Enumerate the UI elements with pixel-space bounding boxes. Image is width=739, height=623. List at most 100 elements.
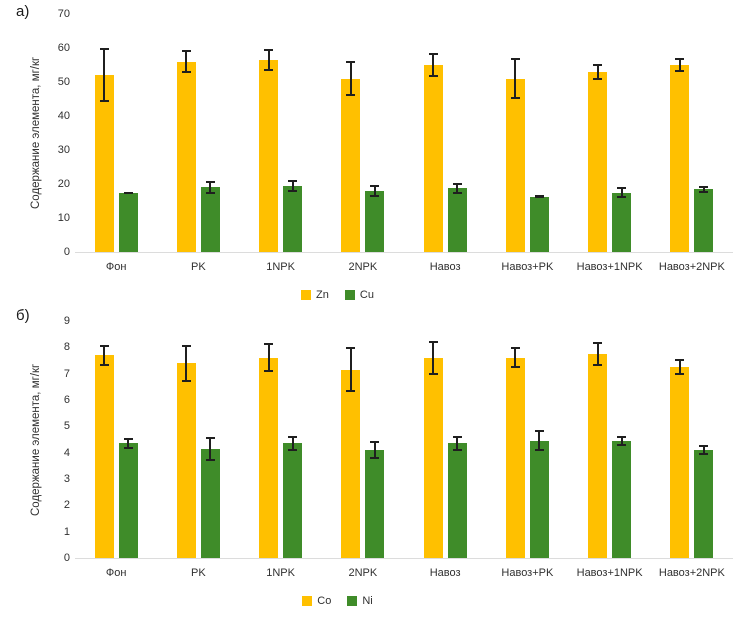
error-bar-cap-bottom <box>264 69 274 72</box>
error-bar-cap-top <box>181 344 191 347</box>
error-bar-cap-top <box>675 57 685 60</box>
y-tick-label: 20 <box>57 178 70 190</box>
y-tick-label: 7 <box>63 367 70 380</box>
bar-ni <box>283 443 303 558</box>
y-tick-label: 0 <box>63 552 70 564</box>
y-tick-label: 8 <box>63 341 70 354</box>
error-bar-cap-top <box>510 58 520 61</box>
bar-zn <box>341 78 361 252</box>
x-tick-label: 1NPK <box>266 261 295 273</box>
bar-ni <box>612 440 632 558</box>
error-bar-cap-bottom <box>205 192 215 195</box>
error-bar-cap-top <box>99 344 109 347</box>
x-tick-label: PK <box>191 567 206 579</box>
bar-group <box>94 321 138 558</box>
legend-swatch <box>347 596 358 606</box>
bar-slot <box>341 321 361 558</box>
error-bar <box>456 182 459 194</box>
bar-ni <box>694 450 714 558</box>
error-bar-cap-bottom <box>123 192 133 195</box>
error-bar <box>103 48 106 103</box>
legend-item: Zn <box>301 289 329 301</box>
error-bar-cap-top <box>99 48 109 50</box>
bar-co <box>259 357 279 558</box>
legend-item: Co <box>302 595 331 607</box>
bar-slot <box>423 321 443 558</box>
error-bar-cap-top <box>534 430 544 433</box>
y-tick-label: 1 <box>63 525 70 538</box>
bar-slot <box>694 14 714 252</box>
bar-zn <box>588 71 608 252</box>
bar-cu <box>694 189 714 252</box>
x-tick-label: Навоз <box>429 261 461 273</box>
error-bar-cap-top <box>699 186 709 189</box>
error-bar-cap-top <box>205 180 215 183</box>
error-bar-cap-bottom <box>181 70 191 73</box>
y-tick-label: 0 <box>63 246 70 258</box>
legend-label: Cu <box>359 289 374 301</box>
error-bar <box>103 344 106 366</box>
error-bar-cap-top <box>593 63 603 66</box>
x-tick-label: 2NPK <box>348 567 378 579</box>
bar-slot <box>283 14 303 252</box>
error-bar-cap-bottom <box>428 75 438 78</box>
bar-group <box>176 14 220 252</box>
error-bar-cap-bottom <box>510 97 520 99</box>
bar-slot <box>694 321 714 558</box>
bar-group <box>588 321 632 558</box>
legend-swatch <box>301 290 312 300</box>
bar-co <box>588 353 608 558</box>
bar-slot <box>176 14 196 252</box>
bar-group <box>176 321 220 558</box>
bar-group <box>670 321 714 558</box>
bar-slot <box>447 14 467 252</box>
bar-slot <box>200 321 220 558</box>
error-bar <box>373 185 376 197</box>
bar-slot <box>529 321 549 558</box>
bar-slot <box>259 14 279 252</box>
bar-zn <box>670 65 690 252</box>
bar-slot <box>588 14 608 252</box>
bar-co <box>176 363 196 558</box>
plot-area <box>75 14 733 253</box>
bar-slot <box>447 321 467 558</box>
bar-slot <box>341 14 361 252</box>
error-bar <box>349 60 352 97</box>
bar-slot <box>588 321 608 558</box>
error-bar-cap-bottom <box>534 195 544 198</box>
x-tick-label: Навоз+PK <box>501 567 554 579</box>
x-tick-label: 1NPK <box>266 567 295 579</box>
error-bar <box>620 435 623 447</box>
error-bar <box>538 430 541 452</box>
error-bar-cap-bottom <box>534 449 544 452</box>
bar-co <box>423 357 443 558</box>
bar-cu <box>529 196 549 252</box>
error-bar-cap-bottom <box>181 379 191 382</box>
error-bar-cap-bottom <box>510 366 520 369</box>
error-bar-cap-bottom <box>346 390 356 393</box>
error-bar-cap-bottom <box>617 444 627 447</box>
error-bar <box>185 344 188 382</box>
bar-cu <box>200 187 220 252</box>
chart-panel-b: б) Содержание элемента, мг/кг Фон PK 1NPK 2… <box>0 304 739 623</box>
error-bar-cap-top <box>428 340 438 343</box>
y-tick-label: 40 <box>57 110 70 122</box>
chart-panel-a: а) Содержание элемента, мг/кг Фон PK 1NPK 2… <box>0 0 739 304</box>
error-bar-cap-bottom <box>123 446 133 449</box>
bar-cu <box>118 193 138 252</box>
x-tick-label: PK <box>191 261 206 273</box>
bar-group <box>341 14 385 252</box>
error-bar-cap-top <box>288 179 298 182</box>
bar-ni <box>447 443 467 558</box>
error-bar <box>432 340 435 375</box>
x-tick-label: Навоз+1NPK <box>576 261 643 273</box>
panel-label-b: б) <box>16 307 30 324</box>
bar-group <box>505 321 549 558</box>
error-bar-cap-bottom <box>452 449 462 452</box>
x-tick-label: Фон <box>105 261 127 273</box>
error-bar-cap-top <box>428 52 438 55</box>
bar-zn <box>505 78 525 252</box>
x-tick-label: Навоз+1NPK <box>576 567 643 579</box>
error-bar-cap-top <box>264 343 274 346</box>
error-bar-cap-top <box>617 187 627 190</box>
